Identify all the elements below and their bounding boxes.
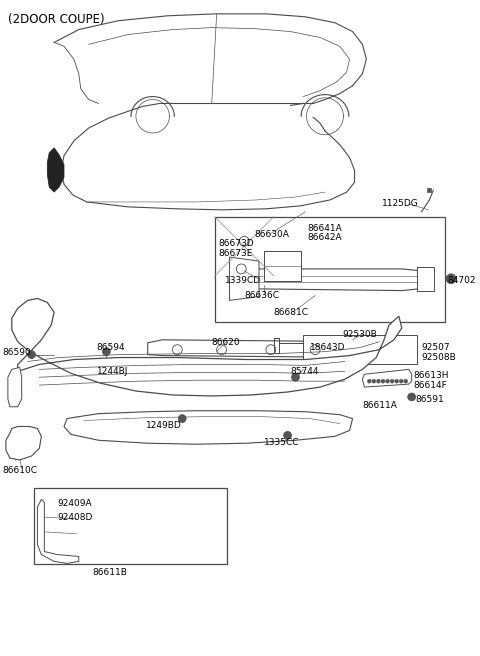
- Polygon shape: [8, 367, 22, 407]
- Circle shape: [178, 415, 186, 422]
- Text: 86630A: 86630A: [254, 230, 289, 239]
- Polygon shape: [64, 411, 353, 444]
- Text: (2DOOR COUPE): (2DOOR COUPE): [8, 13, 105, 26]
- Bar: [35, 487, 227, 564]
- Text: 86590: 86590: [2, 348, 31, 357]
- Polygon shape: [47, 148, 64, 192]
- Polygon shape: [148, 340, 384, 358]
- Bar: [417, 267, 434, 291]
- Text: 92530B: 92530B: [343, 330, 377, 339]
- Circle shape: [390, 379, 394, 383]
- Circle shape: [291, 373, 300, 381]
- Bar: [215, 216, 445, 322]
- Polygon shape: [362, 369, 412, 387]
- Circle shape: [27, 351, 36, 359]
- Text: 86673D: 86673D: [218, 239, 254, 249]
- Circle shape: [399, 379, 403, 383]
- Polygon shape: [427, 188, 432, 192]
- Polygon shape: [6, 426, 41, 460]
- Polygon shape: [234, 269, 421, 291]
- Circle shape: [385, 379, 389, 383]
- Text: 86614F: 86614F: [414, 381, 447, 390]
- Text: 86636C: 86636C: [244, 291, 279, 300]
- Text: 1335CC: 1335CC: [264, 438, 300, 447]
- Circle shape: [372, 379, 376, 383]
- Text: 92409A: 92409A: [57, 499, 92, 508]
- Text: 86681C: 86681C: [274, 308, 309, 318]
- Bar: [303, 335, 417, 365]
- Text: 86610C: 86610C: [2, 466, 37, 475]
- Text: 1244BJ: 1244BJ: [96, 367, 128, 377]
- Text: 92408D: 92408D: [57, 513, 93, 522]
- Text: 86613H: 86613H: [414, 371, 449, 380]
- Text: 1249BD: 1249BD: [146, 420, 181, 430]
- Text: 86673E: 86673E: [218, 249, 253, 258]
- Circle shape: [404, 379, 408, 383]
- Text: 86594: 86594: [96, 343, 125, 352]
- Circle shape: [381, 379, 385, 383]
- Circle shape: [284, 432, 291, 440]
- Text: 1125DG: 1125DG: [382, 199, 419, 208]
- Text: 18643D: 18643D: [310, 343, 346, 352]
- Polygon shape: [12, 298, 402, 396]
- Circle shape: [367, 379, 372, 383]
- Text: 92507: 92507: [421, 343, 450, 352]
- Polygon shape: [37, 499, 79, 564]
- Circle shape: [376, 379, 380, 383]
- Circle shape: [408, 393, 416, 401]
- Text: 86641A: 86641A: [307, 224, 342, 233]
- Text: 86611A: 86611A: [362, 401, 397, 410]
- Bar: [264, 251, 301, 281]
- Text: 84702: 84702: [447, 276, 476, 285]
- Text: 86620: 86620: [212, 338, 240, 347]
- Circle shape: [446, 274, 456, 283]
- Polygon shape: [229, 257, 259, 300]
- Text: 86591: 86591: [416, 395, 444, 404]
- Circle shape: [395, 379, 398, 383]
- Text: 92508B: 92508B: [421, 353, 456, 361]
- Text: 85744: 85744: [290, 367, 319, 377]
- Circle shape: [102, 348, 110, 356]
- Text: 86642A: 86642A: [307, 234, 342, 243]
- Text: 86611B: 86611B: [93, 568, 128, 577]
- Text: 1339CD: 1339CD: [225, 276, 261, 285]
